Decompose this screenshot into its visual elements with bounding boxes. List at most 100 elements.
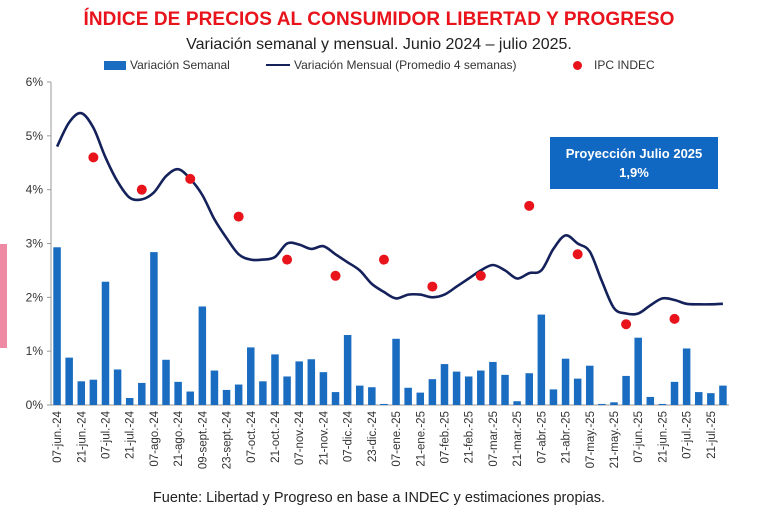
y-tick-label: 5%: [26, 129, 44, 143]
x-tick-label: 07-may.-25: [585, 411, 597, 468]
x-tick-label: 07-jun.-25: [633, 411, 645, 463]
weekly-bar: [501, 374, 509, 405]
weekly-bar: [174, 381, 182, 405]
chart-legend: Variación Semanal Variación Mensual (Pro…: [0, 58, 758, 76]
ipc-indec-point: [330, 270, 341, 281]
ipc-indec-point: [621, 319, 632, 330]
weekly-bar: [416, 392, 425, 405]
weekly-bar: [622, 375, 630, 405]
ipc-indec-point: [282, 254, 293, 265]
weekly-bar: [380, 403, 388, 405]
weekly-bar: [234, 384, 243, 405]
weekly-bar: [452, 371, 461, 405]
x-tick-label: 21-jun.-25: [657, 411, 669, 463]
weekly-bar: [186, 391, 194, 405]
ipc-indec-point: [572, 249, 583, 260]
x-tick-label: 21-mar.-25: [512, 411, 524, 467]
weekly-bar: [210, 370, 219, 405]
legend-item-ipc: IPC INDEC: [573, 58, 655, 72]
x-tick-label: 21-oct.-24: [270, 410, 282, 462]
weekly-bar: [150, 252, 158, 405]
weekly-bar: [125, 398, 134, 405]
ipc-indec-point: [88, 152, 99, 163]
weekly-bar: [670, 381, 679, 405]
weekly-bar: [573, 378, 582, 405]
weekly-bar: [464, 376, 473, 405]
weekly-bar: [719, 385, 727, 405]
weekly-bar: [295, 361, 303, 405]
weekly-bar: [101, 281, 110, 405]
weekly-bar: [271, 354, 279, 405]
projection-title: Proyección Julio 2025: [565, 146, 703, 161]
legend-item-weekly: Variación Semanal: [104, 58, 230, 72]
weekly-bar: [561, 358, 570, 405]
projection-value: 1,9%: [619, 165, 649, 180]
chart-title: ÍNDICE DE PRECIOS AL CONSUMIDOR LIBERTAD…: [83, 9, 675, 30]
projection-box: Proyección Julio 2025 1,9%: [550, 137, 718, 189]
y-tick-label: 6%: [26, 75, 44, 89]
side-tab-decoration: [0, 244, 7, 348]
ipc-indec-point: [185, 173, 196, 184]
x-tick-label: 21-abr.-25: [561, 411, 573, 463]
legend-label-weekly: Variación Semanal: [130, 58, 230, 72]
x-tick-label: 07-oct.-24: [246, 410, 258, 462]
x-tick-label: 07-abr.-25: [536, 411, 548, 463]
chart-subtitle: Variación semanal y mensual. Junio 2024 …: [186, 36, 572, 53]
weekly-bar: [162, 359, 170, 405]
x-tick-label: 07-ene.-25: [391, 411, 403, 467]
x-tick-label: 21-nov.-24: [318, 410, 330, 465]
weekly-bar: [610, 402, 618, 405]
weekly-bar: [428, 379, 437, 405]
weekly-bar: [319, 372, 328, 405]
weekly-bar: [259, 381, 267, 405]
legend-label-monthly: Variación Mensual (Promedio 4 semanas): [294, 58, 517, 72]
x-tick-label: 07-dic.-24: [343, 410, 355, 462]
ipc-indec-point: [524, 200, 535, 211]
weekly-bar: [646, 396, 655, 405]
ipc-indec-point: [136, 184, 147, 195]
weekly-bar: [525, 373, 533, 405]
legend-item-monthly: Variación Mensual (Promedio 4 semanas): [266, 58, 517, 72]
legend-label-ipc: IPC INDEC: [594, 58, 655, 72]
x-tick-label: 21-may.-25: [609, 411, 621, 468]
x-tick-label: 21-jul.-24: [125, 410, 137, 459]
x-tick-label: 21-feb.-25: [464, 411, 476, 463]
weekly-bar: [307, 359, 316, 405]
weekly-bar: [489, 361, 497, 405]
x-tick-label: 07-nov.-24: [294, 410, 306, 465]
monthly-average-line: [55, 111, 723, 316]
weekly-bar: [537, 314, 546, 405]
y-tick-label: 0%: [26, 398, 44, 412]
y-tick-label: 3%: [26, 237, 44, 251]
x-tick-label: 23-dic.-24: [367, 410, 379, 462]
weekly-bar: [586, 365, 594, 405]
legend-bar-swatch: [104, 60, 126, 70]
x-tick-label: 07-feb.-25: [440, 411, 452, 463]
weekly-bar: [440, 364, 449, 405]
weekly-bar: [355, 385, 364, 405]
legend-line-swatch: [266, 63, 290, 67]
weekly-bar: [77, 381, 86, 405]
x-tick-label: 23-sept.-24: [222, 410, 234, 469]
weekly-bar: [53, 247, 61, 405]
weekly-bar: [283, 376, 291, 405]
legend-dot-swatch: [573, 60, 582, 70]
ipc-indec-point: [233, 211, 244, 222]
weekly-bar: [392, 338, 400, 405]
weekly-bar: [247, 347, 255, 405]
weekly-bar: [634, 337, 642, 405]
x-tick-label: 21-ago.-24: [173, 410, 185, 466]
weekly-bar: [113, 369, 122, 405]
x-tick-label: 07-jun.-24: [52, 410, 64, 462]
ipc-indec-point: [427, 281, 438, 292]
y-tick-label: 1%: [26, 344, 44, 358]
x-tick-label: 07-mar.-25: [488, 411, 500, 467]
weekly-bar: [513, 401, 521, 405]
x-tick-label: 07-ago.-24: [149, 410, 161, 466]
weekly-bar: [89, 379, 98, 405]
weekly-bar: [368, 387, 376, 405]
weekly-bar: [138, 382, 146, 405]
x-tick-label: 07-jul.-25: [682, 411, 694, 459]
ipc-indec-point: [475, 270, 486, 281]
